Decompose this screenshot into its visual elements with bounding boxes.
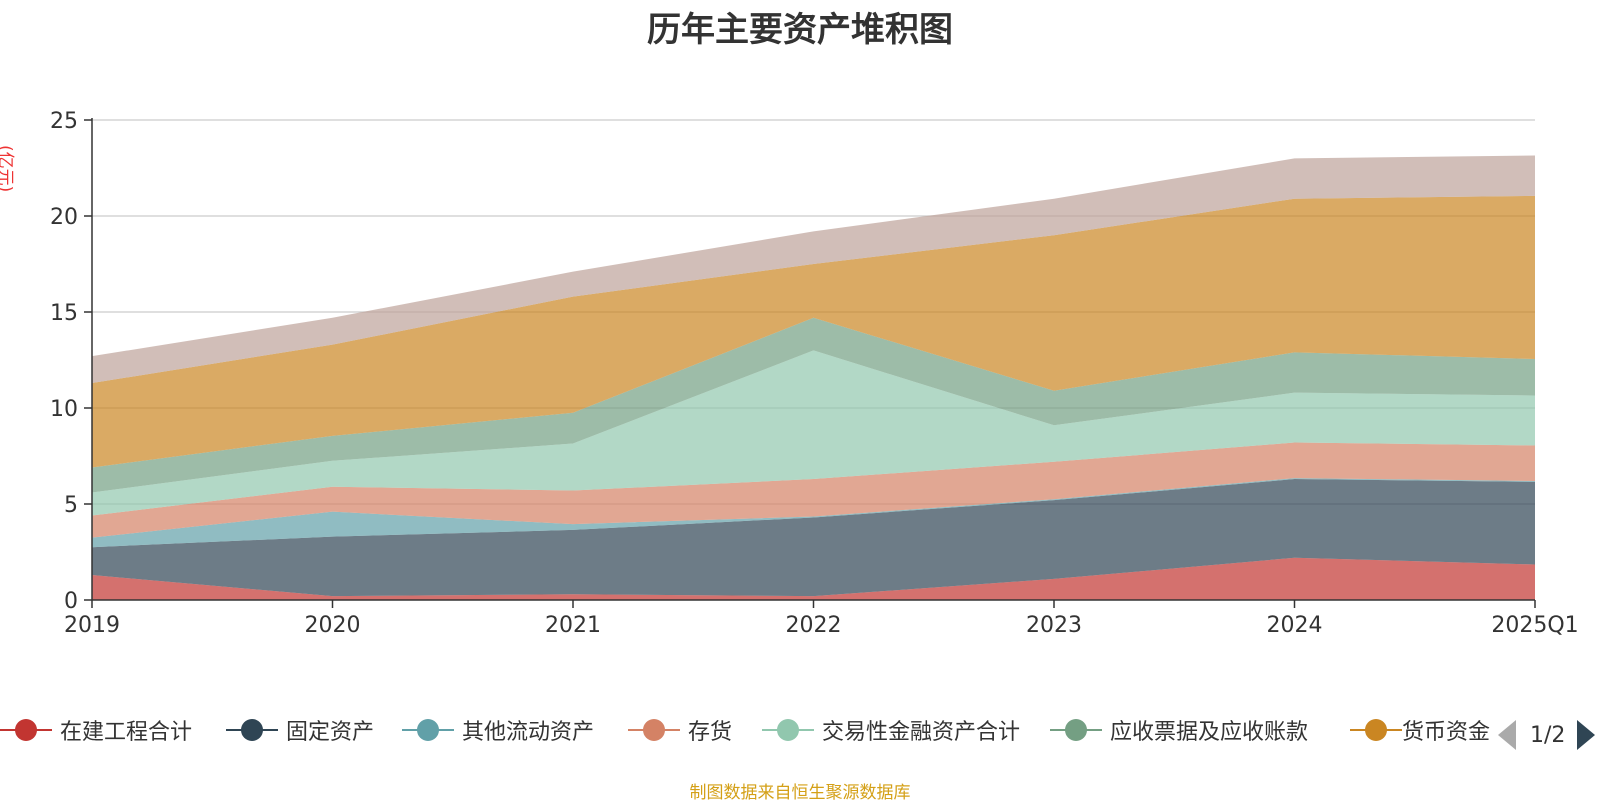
x-tick-label-2: 2021 [545, 613, 601, 638]
x-tick-label-3: 2022 [786, 613, 842, 638]
legend-label: 其他流动资产 [462, 720, 595, 745]
legend-label: 货币资金 [1401, 720, 1490, 745]
chart-title: 历年主要资产堆积图 [647, 10, 953, 50]
legend-circle-icon [1350, 713, 1402, 747]
legend-item-5[interactable]: 应收票据及应收账款 [1050, 713, 1308, 747]
x-tick-label-0: 2019 [64, 613, 120, 638]
legend-label: 存货 [688, 720, 733, 745]
legend-label: 交易性金融资产合计 [822, 720, 1021, 745]
legend-circle-icon [226, 713, 278, 747]
legend-label: 应收票据及应收账款 [1110, 720, 1309, 745]
legend-item-4[interactable]: 交易性金融资产合计 [762, 713, 1020, 747]
legend-circle-icon [762, 713, 814, 747]
legend-label: 在建工程合计 [60, 720, 193, 745]
area-series-6 [92, 195, 1535, 468]
data-source-note: 制图数据来自恒生聚源数据库 [689, 783, 911, 803]
area-series-3 [92, 442, 1535, 538]
legend-item-6[interactable]: 货币资金 [1350, 713, 1490, 747]
x-tick-label-6: 2025Q1 [1491, 613, 1578, 638]
area-series-2 [92, 478, 1535, 548]
legend-item-1[interactable]: 固定资产 [226, 713, 374, 747]
y-tick-label-20: 20 [50, 205, 78, 230]
legend-circle-icon [402, 713, 454, 747]
legend-label: 固定资产 [286, 720, 375, 745]
area-series-5 [92, 317, 1535, 493]
x-tick-label-4: 2023 [1026, 613, 1082, 638]
y-tick-label-25: 25 [50, 109, 78, 134]
legend-item-2[interactable]: 其他流动资产 [402, 713, 594, 747]
area-series-4 [92, 350, 1535, 516]
y-tick-label-5: 5 [64, 493, 78, 518]
y-tick-label-10: 10 [50, 397, 78, 422]
legend-item-3[interactable]: 存货 [628, 713, 732, 747]
x-tick-label-5: 2024 [1267, 613, 1323, 638]
area-series-1 [92, 479, 1535, 597]
legend-pagination: 1/2 [1498, 720, 1596, 750]
y-tick-label-0: 0 [64, 589, 78, 614]
legend-circle-icon [628, 713, 680, 747]
y-tick-label-15: 15 [50, 301, 78, 326]
y-axis-unit-label: (亿元) [0, 145, 15, 193]
legend-item-0[interactable]: 在建工程合计 [0, 713, 192, 747]
legend-prev-page-icon[interactable] [1498, 720, 1516, 750]
legend-page-indicator: 1/2 [1530, 722, 1566, 748]
x-tick-label-1: 2020 [305, 613, 361, 638]
legend: 在建工程合计 固定资产 其他流动资产 存货 交易性金融资产合计 应收票据及应收账款 货币资金 [0, 713, 1600, 747]
legend-circle-icon [0, 713, 52, 747]
legend-circle-icon [1050, 713, 1102, 747]
legend-next-page-icon[interactable] [1577, 720, 1596, 750]
area-series-7 [92, 155, 1535, 384]
